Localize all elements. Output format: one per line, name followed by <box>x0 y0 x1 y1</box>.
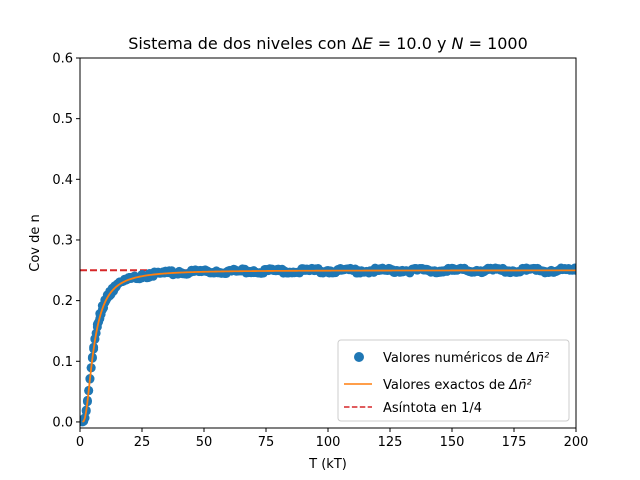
legend-label-exact-text: Valores exactos de <box>383 378 509 393</box>
y-tick-label: 0.6 <box>52 52 73 67</box>
y-tick-label: 0.4 <box>52 173 73 188</box>
y-axis-label: Cov de n <box>28 214 43 271</box>
x-tick-label: 0 <box>76 435 84 450</box>
x-tick-label: 200 <box>564 435 589 450</box>
title-count-var: N <box>452 34 464 53</box>
y-tick-label: 0.2 <box>52 294 73 309</box>
legend-box <box>337 339 570 422</box>
title-delta-symbol: Δ <box>352 34 363 53</box>
title-energy-eq: = 10.0 y <box>373 34 452 53</box>
x-tick-label: 175 <box>502 435 527 450</box>
title-energy-var: E <box>363 34 374 53</box>
x-tick-label: 125 <box>378 435 403 450</box>
legend-label-asymptote: Asíntota en 1/4 <box>383 401 482 416</box>
x-tick-label: 150 <box>440 435 465 450</box>
y-tick-label: 0.1 <box>52 355 73 370</box>
exact-curve <box>82 269 576 423</box>
x-axis-label: T (kT) <box>308 457 347 472</box>
legend-label-numeric-symbol: Δn̄² <box>526 351 549 366</box>
y-ticks: 0.0 0.1 0.2 0.3 0.4 0.5 0.6 <box>52 52 80 430</box>
chart-title: Sistema de dos niveles con ΔE = 10.0 y N… <box>128 34 528 53</box>
exact-line-layer <box>82 269 576 423</box>
y-tick-label: 0.0 <box>52 415 73 430</box>
x-tick-label: 100 <box>316 435 341 450</box>
title-prefix: Sistema de dos niveles con <box>128 34 351 53</box>
legend-marker-numeric <box>354 352 364 362</box>
legend-label-exact: Valores exactos de Δn̄² <box>383 378 532 393</box>
legend-label-numeric-text: Valores numéricos de <box>383 351 527 366</box>
legend-label-exact-symbol: Δn̄² <box>508 378 531 393</box>
y-tick-label: 0.3 <box>52 233 73 248</box>
x-tick-label: 50 <box>196 435 213 450</box>
legend-label-numeric: Valores numéricos de Δn̄² <box>383 351 549 366</box>
x-tick-label: 75 <box>258 435 275 450</box>
title-count-eq: = 1000 <box>463 34 527 53</box>
x-ticks: 0 25 50 75 100 125 150 175 200 <box>76 428 589 450</box>
x-tick-label: 25 <box>134 435 151 450</box>
legend: Valores numéricos de Δn̄² Valores exacto… <box>337 339 570 422</box>
y-tick-label: 0.5 <box>52 112 73 127</box>
